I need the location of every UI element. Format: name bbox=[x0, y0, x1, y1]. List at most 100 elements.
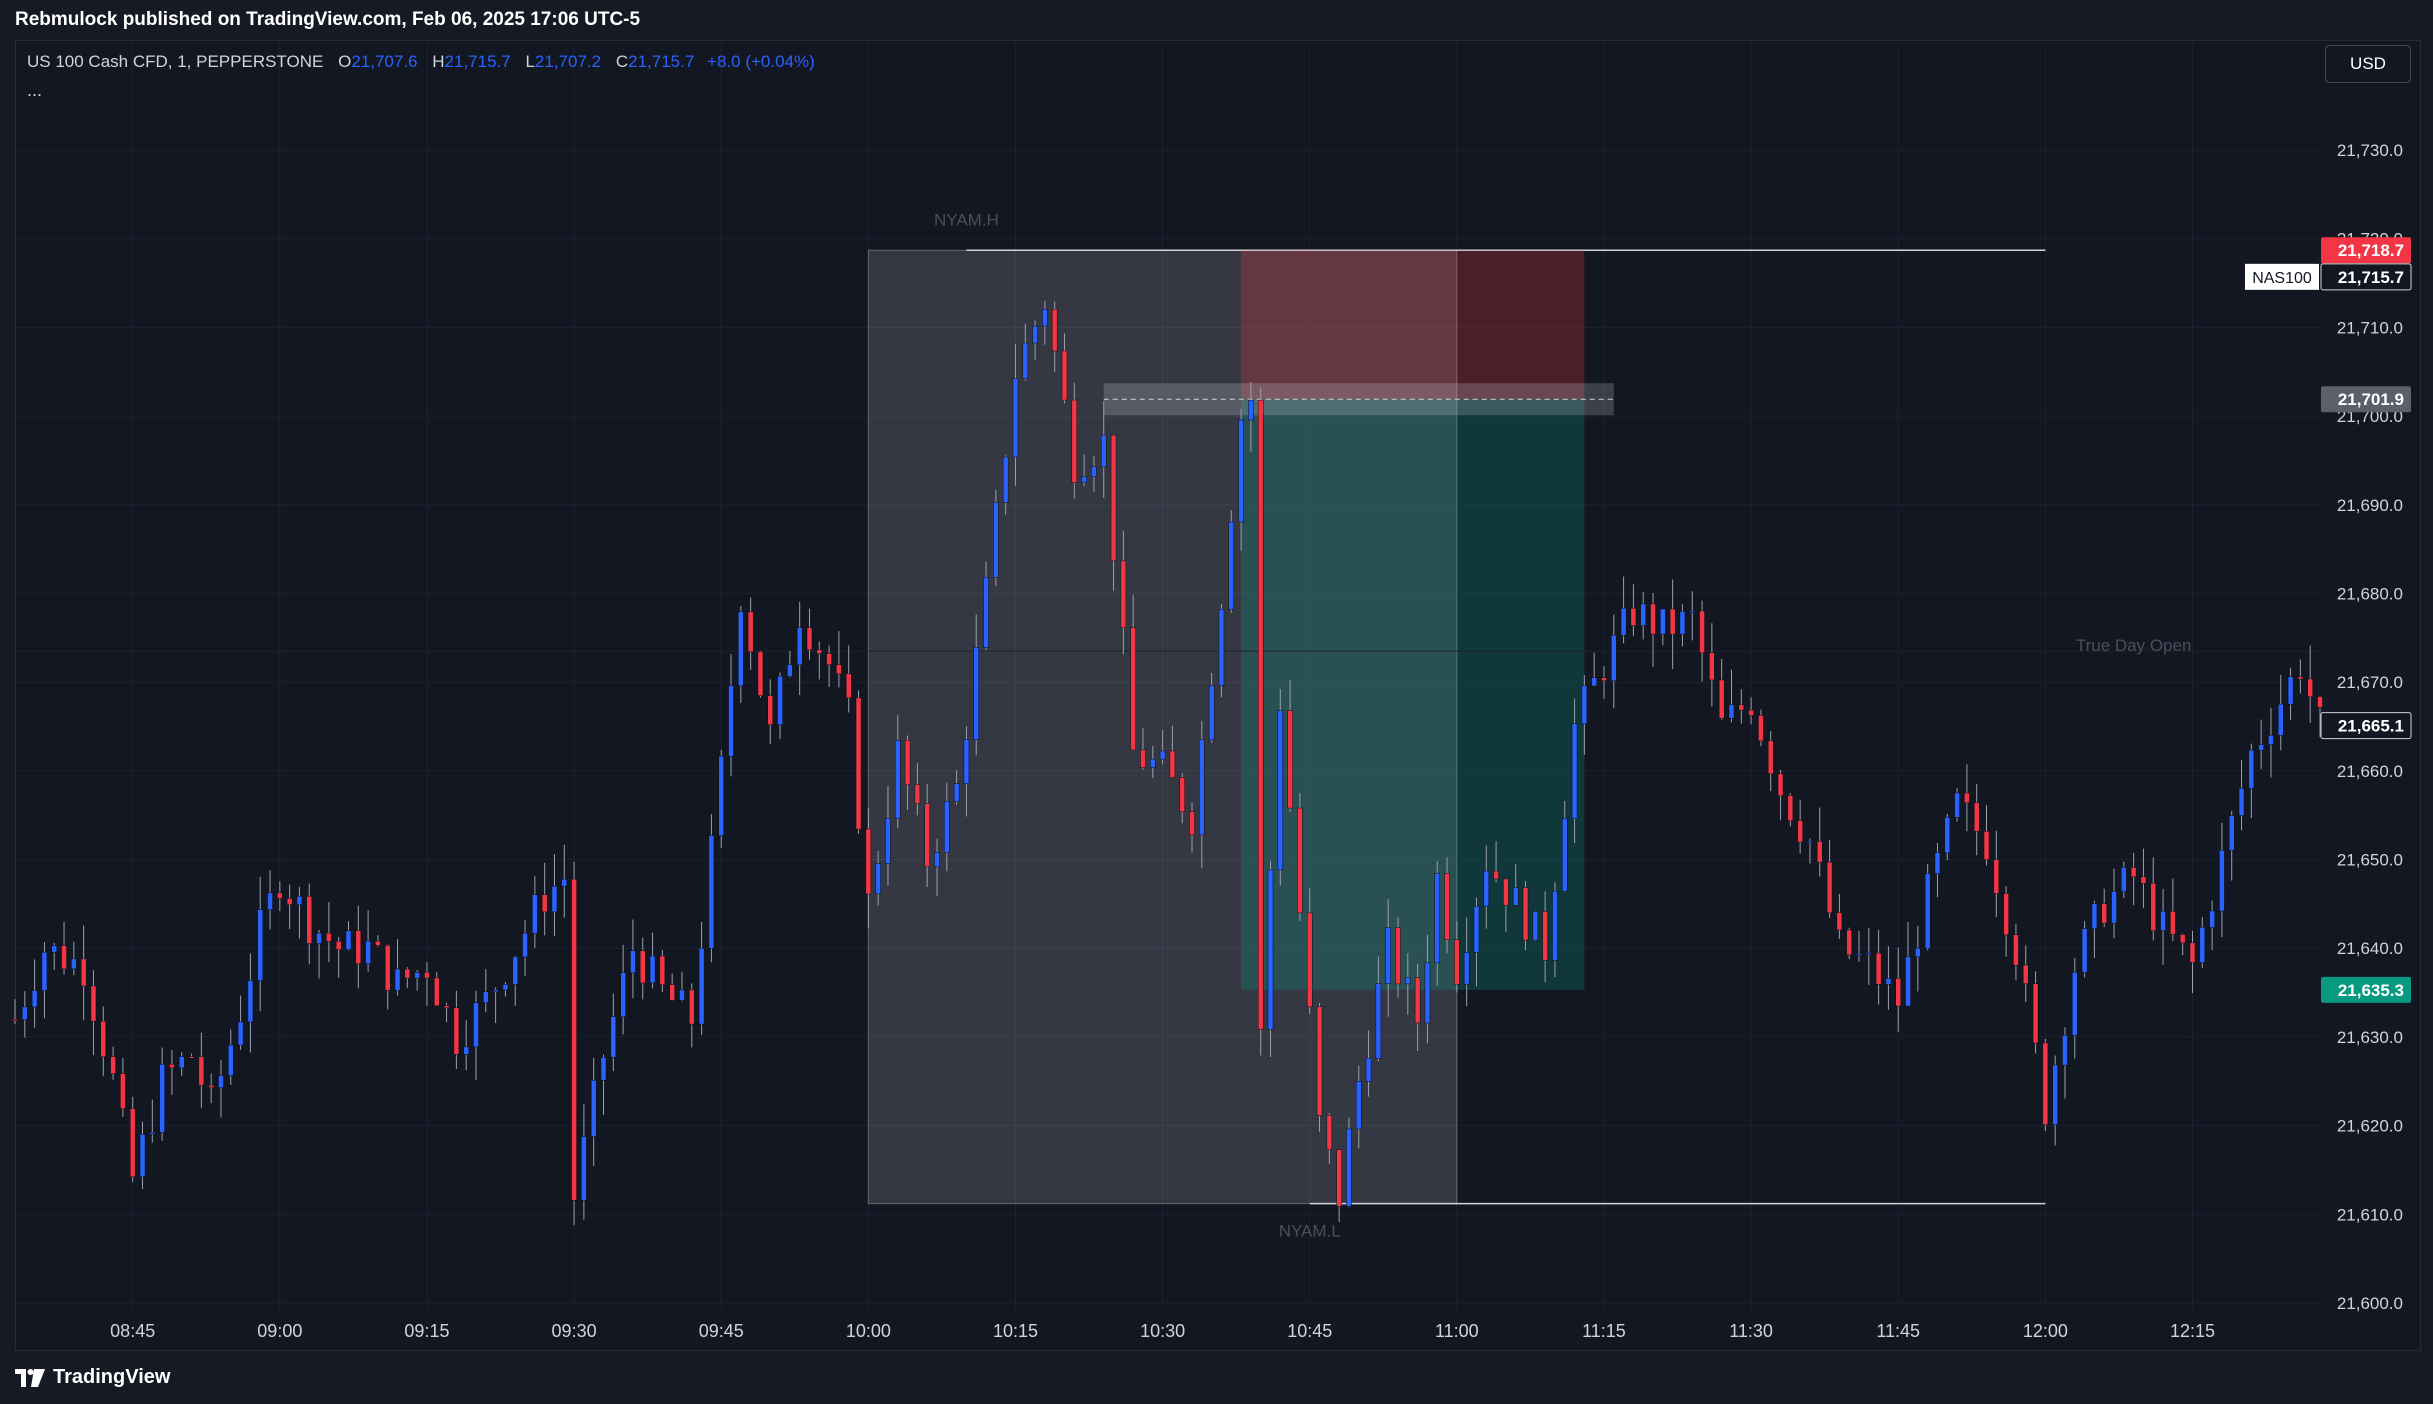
symbol-title[interactable]: US 100 Cash CFD, 1, PEPPERSTONE bbox=[27, 52, 324, 71]
candle-body bbox=[1199, 739, 1205, 836]
candle-body bbox=[2238, 788, 2245, 816]
price-tag-box[interactable] bbox=[2320, 712, 2412, 740]
candle-body bbox=[826, 653, 832, 666]
close-value: 21,715.7 bbox=[628, 52, 695, 71]
candle-body bbox=[1150, 758, 1156, 768]
candle-body bbox=[2258, 744, 2264, 751]
candle-body bbox=[551, 885, 558, 913]
candle-body bbox=[237, 1021, 244, 1046]
take-profit-zone[interactable] bbox=[1241, 399, 1585, 990]
candle-body bbox=[1179, 777, 1185, 812]
candle-body bbox=[2130, 867, 2137, 878]
candle-body bbox=[845, 673, 852, 699]
candle-body bbox=[1316, 1006, 1323, 1116]
candle-body bbox=[649, 955, 656, 984]
candle-body bbox=[1336, 1149, 1342, 1207]
candle-body bbox=[473, 1002, 479, 1048]
candle-body bbox=[1679, 611, 1686, 635]
x-axis-tick-label: 11:15 bbox=[1582, 1321, 1626, 1341]
candle-body bbox=[1846, 929, 1852, 956]
candle-body bbox=[2287, 676, 2294, 705]
candle-body bbox=[1414, 977, 1421, 1024]
candle-body bbox=[1669, 608, 1676, 635]
candle-body bbox=[630, 950, 636, 973]
price-tag-box[interactable] bbox=[2321, 386, 2411, 413]
candle-body bbox=[1424, 962, 1431, 1024]
candle-body bbox=[1503, 878, 1509, 906]
currency-button[interactable]: USD bbox=[2325, 45, 2411, 83]
candle-body bbox=[2150, 883, 2157, 931]
open-label: O bbox=[338, 52, 352, 71]
price-tag-box[interactable] bbox=[2320, 263, 2412, 291]
candle-body bbox=[806, 627, 813, 651]
candle-body bbox=[1561, 818, 1568, 892]
candle-body bbox=[1297, 807, 1303, 914]
candle-body bbox=[1091, 466, 1097, 477]
candle-body bbox=[1650, 603, 1656, 635]
candle-body bbox=[2307, 678, 2313, 698]
candle-body bbox=[816, 649, 823, 654]
candle-body bbox=[492, 989, 499, 993]
candle-body bbox=[561, 878, 568, 887]
candle-body bbox=[1620, 607, 1627, 636]
candle-body bbox=[1208, 685, 1215, 741]
candle-body bbox=[1601, 677, 1607, 682]
candle-body bbox=[1306, 912, 1313, 1008]
candle-body bbox=[934, 852, 940, 868]
y-axis-tick-label: 21,690.0 bbox=[2337, 496, 2403, 515]
candle-body bbox=[2081, 928, 2088, 973]
candle-body bbox=[1738, 704, 1745, 711]
y-axis-tick-label: 21,660.0 bbox=[2337, 762, 2403, 781]
candle-body bbox=[875, 863, 881, 895]
candle-body bbox=[1512, 887, 1519, 906]
candle-body bbox=[718, 755, 724, 836]
candle-body bbox=[2170, 911, 2176, 935]
candle-body bbox=[296, 896, 303, 905]
candle-body bbox=[2091, 903, 2098, 929]
price-tag-box[interactable] bbox=[2321, 237, 2411, 264]
candle-body bbox=[208, 1084, 214, 1088]
candle-body bbox=[345, 930, 352, 950]
x-axis-tick-label: 11:00 bbox=[1435, 1321, 1479, 1341]
x-axis-tick-label: 09:45 bbox=[699, 1321, 744, 1341]
candle-body bbox=[1454, 939, 1460, 985]
candle-body bbox=[698, 948, 705, 1025]
candle-body bbox=[2052, 1064, 2058, 1125]
candle-body bbox=[590, 1079, 597, 1137]
candle-body bbox=[12, 1018, 18, 1021]
candle-body bbox=[306, 896, 313, 944]
candle-body bbox=[394, 968, 401, 991]
candle-body bbox=[424, 972, 430, 979]
candle-body bbox=[1287, 710, 1293, 809]
candle-body bbox=[1346, 1128, 1352, 1207]
candle-body bbox=[1110, 434, 1117, 562]
candle-body bbox=[335, 941, 342, 950]
candle-body bbox=[2219, 850, 2225, 912]
candle-body bbox=[1964, 792, 1970, 804]
legend-more-button[interactable]: ... bbox=[27, 80, 43, 100]
price-tag-box[interactable] bbox=[2321, 976, 2411, 1003]
candle-body bbox=[1866, 952, 1872, 955]
candle-body bbox=[973, 646, 979, 740]
tradingview-logo[interactable]: TradingView bbox=[15, 1366, 170, 1389]
candle-body bbox=[914, 784, 921, 804]
candle-body bbox=[1130, 627, 1136, 751]
x-axis-tick-label: 11:30 bbox=[1729, 1321, 1773, 1341]
chart-frame[interactable] bbox=[15, 40, 2421, 1351]
stop-loss-zone[interactable] bbox=[1241, 250, 1585, 400]
candle-body bbox=[1973, 802, 1980, 832]
y-axis-tick-label: 21,610.0 bbox=[2337, 1205, 2403, 1224]
symbol-tag-label: NAS100 bbox=[2252, 270, 2312, 287]
candle-body bbox=[1385, 927, 1391, 984]
y-axis-tick-label: 21,620.0 bbox=[2337, 1117, 2403, 1136]
candle-body bbox=[581, 1136, 587, 1201]
candle-body bbox=[895, 739, 901, 819]
x-axis-tick-label: 12:15 bbox=[2170, 1321, 2215, 1341]
candle-body bbox=[1611, 634, 1617, 682]
candle-body bbox=[1032, 325, 1038, 344]
candle-body bbox=[1012, 378, 1019, 458]
candle-body bbox=[1159, 750, 1166, 760]
candle-body bbox=[2268, 735, 2274, 745]
candle-body bbox=[512, 956, 518, 985]
